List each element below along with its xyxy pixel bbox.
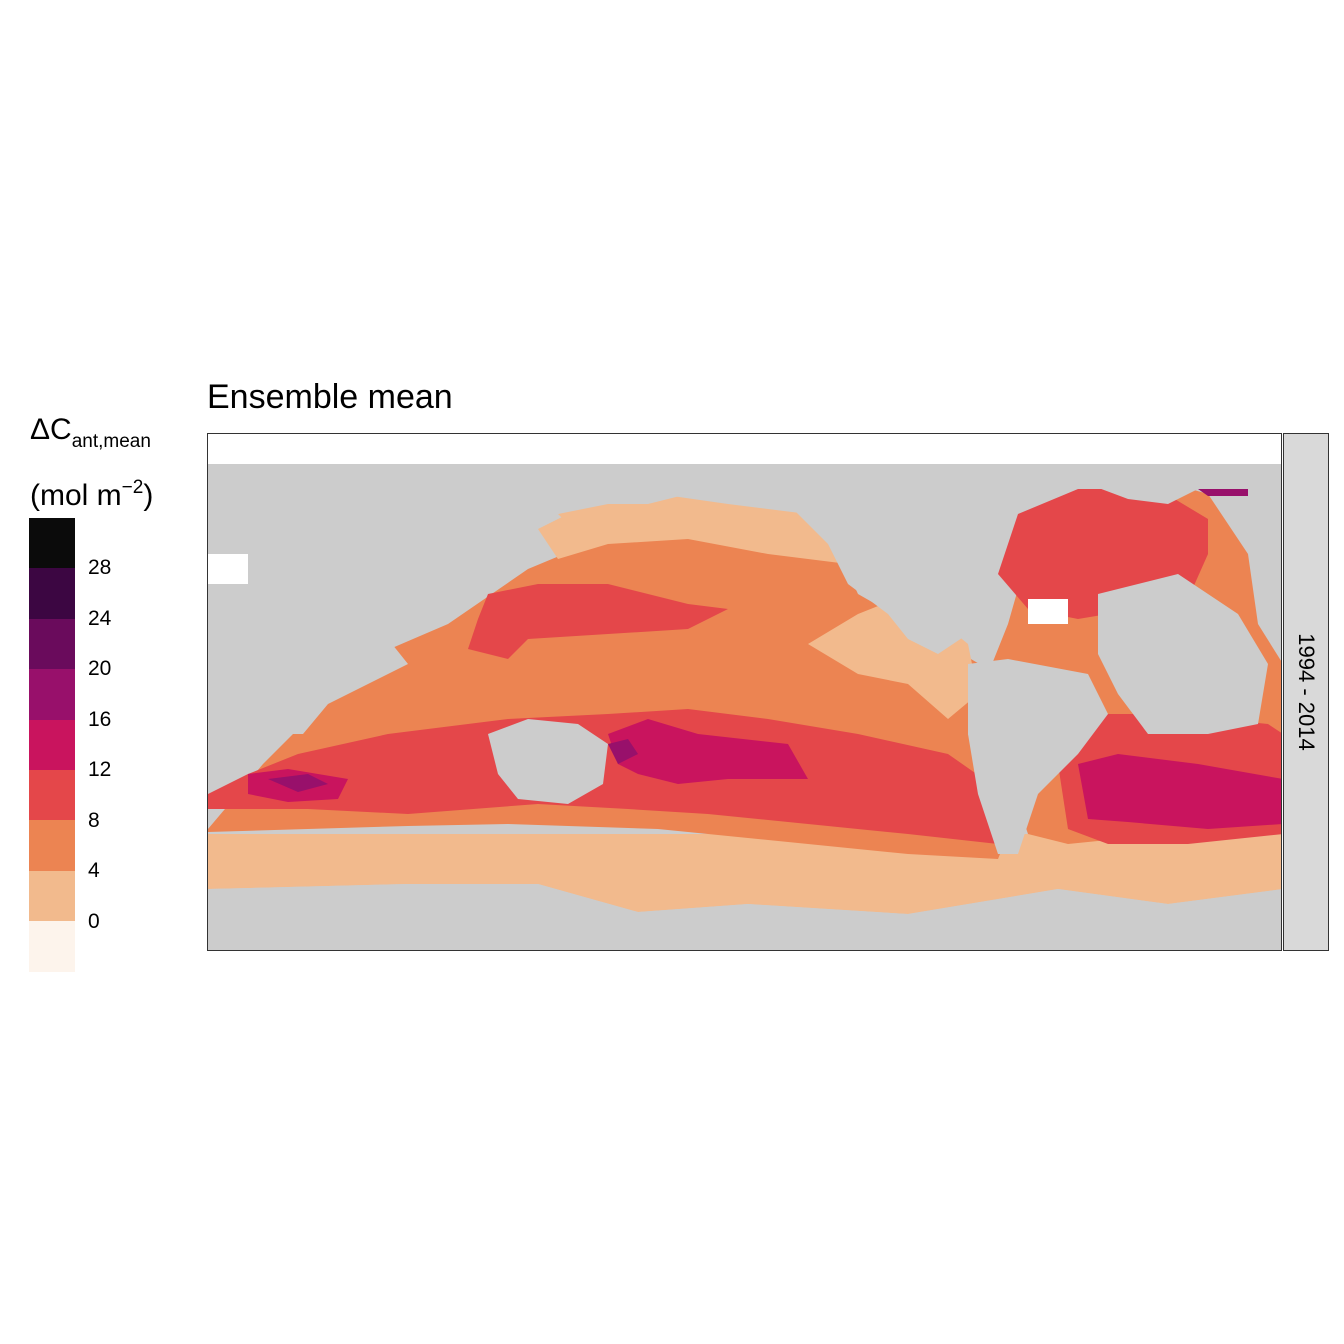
legend-ticks: 0 4 8 12 16 20 24 28 (88, 518, 148, 972)
facet-strip: 1994 - 2014 (1283, 433, 1329, 951)
legend-tick-label: 8 (88, 809, 100, 833)
legend-swatch-24-28 (29, 568, 75, 618)
no-data-caribbean (1028, 599, 1068, 624)
legend-swatch-0-4 (29, 871, 75, 921)
legend-symbol: ΔC (30, 413, 72, 446)
legend-swatch-20-24 (29, 619, 75, 669)
legend-tick-label: 12 (88, 758, 111, 782)
map-panel (207, 433, 1282, 951)
no-data-arctic (208, 434, 1282, 464)
legend-swatch-28-32 (29, 518, 75, 568)
legend-tick-label: 0 (88, 910, 100, 934)
legend-colorbar (29, 518, 75, 972)
plot-title: Ensemble mean (207, 375, 453, 419)
legend-tick-label: 16 (88, 708, 111, 732)
legend-swatch-12-16 (29, 720, 75, 770)
ocean-map (208, 434, 1282, 951)
legend-swatch-16-20 (29, 669, 75, 719)
legend-unit-open: (mol m (30, 479, 122, 512)
legend-tick-label: 4 (88, 859, 100, 883)
legend-unit-exponent: −2 (122, 477, 144, 498)
no-data-baltic (208, 554, 248, 584)
legend-swatch--4-0 (29, 921, 75, 971)
legend-title: ΔCant,mean (mol m−2) (30, 410, 190, 516)
legend-tick-label: 24 (88, 607, 111, 631)
legend-unit-close: ) (143, 479, 153, 512)
legend-swatch-8-12 (29, 770, 75, 820)
legend-swatch-4-8 (29, 820, 75, 870)
facet-label: 1994 - 2014 (1293, 633, 1319, 750)
legend-subscript: ant,mean (72, 431, 151, 452)
land-africa (208, 614, 268, 754)
legend-tick-label: 28 (88, 556, 111, 580)
legend-tick-label: 20 (88, 657, 111, 681)
